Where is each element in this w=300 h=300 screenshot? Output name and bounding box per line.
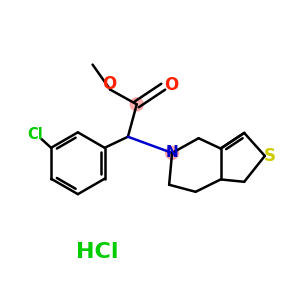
Text: S: S (264, 147, 276, 165)
Text: Cl: Cl (27, 127, 43, 142)
Text: HCl: HCl (76, 242, 118, 262)
Circle shape (130, 98, 143, 111)
Text: N: N (166, 146, 178, 160)
Text: O: O (164, 76, 178, 94)
Text: O: O (102, 75, 116, 93)
Circle shape (166, 146, 178, 159)
